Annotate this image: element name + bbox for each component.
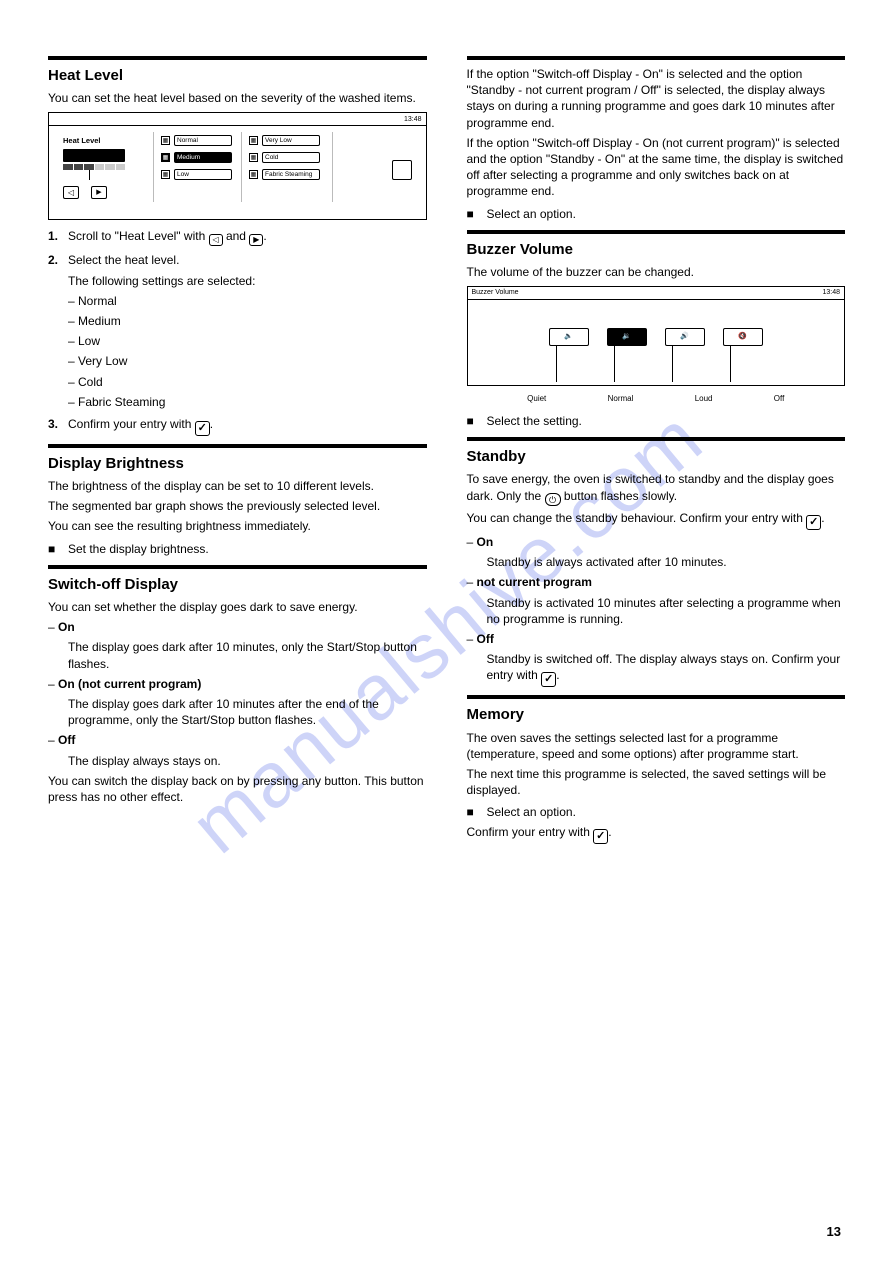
opt-normal[interactable]: Normal xyxy=(174,135,232,146)
heading-brightness: Display Brightness xyxy=(48,454,427,474)
divider xyxy=(48,565,427,569)
bullet: ■ xyxy=(467,804,481,820)
setting-item: – Normal xyxy=(68,293,427,309)
step-text: Select the setting. xyxy=(487,413,846,429)
opt-desc: The display goes dark after 10 minutes a… xyxy=(68,696,427,728)
setting-item: – Medium xyxy=(68,313,427,329)
opt-desc: Standby is always activated after 10 min… xyxy=(487,554,846,570)
step-text: Select an option. xyxy=(487,804,846,820)
step-text: Scroll to "Heat Level" with ◁ and ▶. xyxy=(68,228,427,246)
heat-level-panel: 13:48 Heat Level xyxy=(48,112,427,220)
divider xyxy=(467,56,846,60)
opt-desc: The display goes dark after 10 minutes, … xyxy=(68,639,427,671)
body-text: The volume of the buzzer can be changed. xyxy=(467,264,846,280)
bullet: ■ xyxy=(467,206,481,222)
step-num: 1. xyxy=(48,228,62,246)
divider xyxy=(467,437,846,441)
right-arrow-button[interactable] xyxy=(91,186,107,199)
vol-loud-button[interactable]: 🔊 xyxy=(665,328,705,346)
step-text: Confirm your entry with ✓. xyxy=(68,416,427,436)
intro-text: You can set the heat level based on the … xyxy=(48,90,427,106)
opt-icon: ▦ xyxy=(249,170,258,179)
page-number: 13 xyxy=(827,1223,841,1241)
body-text: If the option "Switch-off Display - On (… xyxy=(467,135,846,200)
opt-label: – On xyxy=(467,534,846,550)
step-num: 3. xyxy=(48,416,62,436)
bullet: ■ xyxy=(467,413,481,429)
opt-low[interactable]: Low xyxy=(174,169,232,180)
vol-quiet-button[interactable]: 🔈 xyxy=(549,328,589,346)
opt-medium[interactable]: Medium xyxy=(174,152,232,163)
buzzer-panel: Buzzer Volume 13:48 🔈 🔉 🔊 🔇 xyxy=(467,286,846,386)
heading-buzzer: Buzzer Volume xyxy=(467,240,846,260)
opt-desc: Standby is activated 10 minutes after se… xyxy=(487,595,846,627)
heading-heat-level: Heat Level xyxy=(48,66,427,86)
body-text: You can set whether the display goes dar… xyxy=(48,599,427,615)
opt-label: – On (not current program) xyxy=(48,676,427,692)
divider xyxy=(467,695,846,699)
heading-switchoff: Switch-off Display xyxy=(48,575,427,595)
setting-item: – Low xyxy=(68,333,427,349)
body-text: If the option "Switch-off Display - On" … xyxy=(467,66,846,131)
body-text: The next time this programme is selected… xyxy=(467,766,846,798)
panel-left-label: Heat Level xyxy=(63,136,125,146)
setting-item: – Fabric Steaming xyxy=(68,394,427,410)
opt-icon: ▦ xyxy=(161,153,170,162)
opt-verylow[interactable]: Very Low xyxy=(262,135,320,146)
opt-steam[interactable]: Fabric Steaming xyxy=(262,169,320,180)
body-text: The oven saves the settings selected las… xyxy=(467,730,846,762)
opt-label: – Off xyxy=(467,631,846,647)
right-column: If the option "Switch-off Display - On" … xyxy=(467,48,846,848)
right-arrow-icon: ▶ xyxy=(249,234,263,246)
step-num: 2. xyxy=(48,252,62,268)
step-text: Set the display brightness. xyxy=(68,541,427,557)
panel-header: Buzzer Volume xyxy=(472,288,519,297)
opt-icon: ▦ xyxy=(249,153,258,162)
opt-label: – Off xyxy=(48,732,427,748)
body-text: To save energy, the oven is switched to … xyxy=(467,471,846,506)
settings-intro: The following settings are selected: xyxy=(68,273,427,289)
body-text: Confirm your entry with ✓. xyxy=(467,824,846,844)
step-text: Select the heat level. xyxy=(68,252,427,268)
and-text: and xyxy=(226,229,246,243)
panel-time: 13:48 xyxy=(404,115,422,124)
divider xyxy=(48,56,427,60)
body-text: The brightness of the display can be set… xyxy=(48,478,427,494)
body-text: The segmented bar graph shows the previo… xyxy=(48,498,427,514)
check-icon: ✓ xyxy=(541,672,556,687)
setting-item: – Cold xyxy=(68,374,427,390)
panel-selected-level xyxy=(63,149,125,162)
divider xyxy=(48,444,427,448)
body-text: You can change the standby behaviour. Co… xyxy=(467,510,846,530)
opt-icon: ▦ xyxy=(249,136,258,145)
divider xyxy=(467,230,846,234)
opt-icon: ▦ xyxy=(161,170,170,179)
vol-off-button[interactable]: 🔇 xyxy=(723,328,763,346)
check-icon: ✓ xyxy=(593,829,608,844)
body-text: You can switch the display back on by pr… xyxy=(48,773,427,805)
opt-desc: The display always stays on. xyxy=(68,753,427,769)
power-icon: ⏻ xyxy=(545,493,561,506)
setting-item: – Very Low xyxy=(68,353,427,369)
vol-normal-button[interactable]: 🔉 xyxy=(607,328,647,346)
heading-standby: Standby xyxy=(467,447,846,467)
heading-memory: Memory xyxy=(467,705,846,725)
panel-time: 13:48 xyxy=(822,288,840,297)
check-icon: ✓ xyxy=(195,421,210,436)
opt-icon: ▦ xyxy=(161,136,170,145)
left-arrow-button[interactable] xyxy=(63,186,79,199)
opt-label: – On xyxy=(48,619,427,635)
step-text: Select an option. xyxy=(487,206,846,222)
buzzer-labels: Quiet Normal Loud Off xyxy=(467,394,846,405)
bullet: ■ xyxy=(48,541,62,557)
opt-desc: Standby is switched off. The display alw… xyxy=(487,651,846,687)
left-arrow-icon: ◁ xyxy=(209,234,223,246)
check-icon: ✓ xyxy=(806,515,821,530)
left-column: Heat Level You can set the heat level ba… xyxy=(48,48,427,848)
body-text: You can see the resulting brightness imm… xyxy=(48,518,427,534)
ok-button[interactable] xyxy=(392,160,412,180)
opt-cold[interactable]: Cold xyxy=(262,152,320,163)
opt-label: – not current program xyxy=(467,574,846,590)
